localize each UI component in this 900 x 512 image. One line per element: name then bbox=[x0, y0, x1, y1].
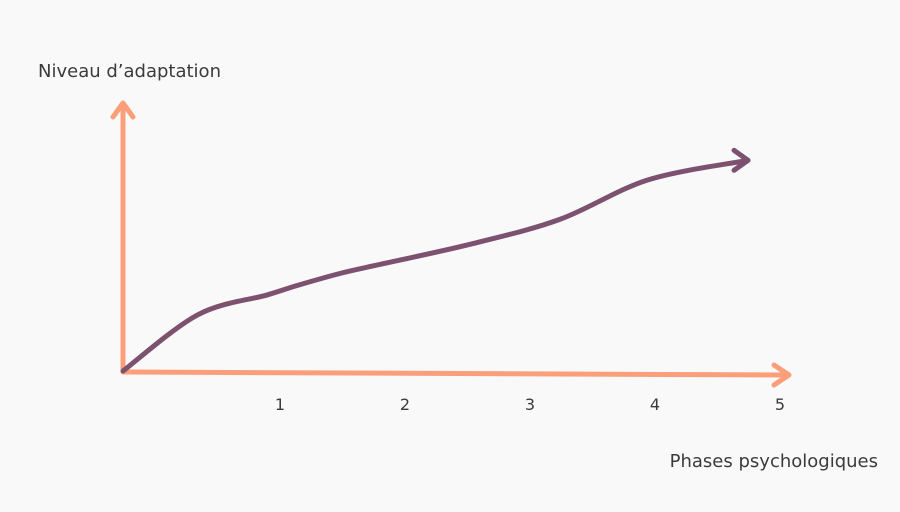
y-axis-arrowhead bbox=[110, 100, 136, 120]
x-tick-label: 3 bbox=[525, 395, 535, 414]
x-axis-arrowhead bbox=[771, 362, 792, 388]
adaptation-curve bbox=[120, 157, 751, 374]
x-tick-labels: 1 2 3 4 5 bbox=[275, 395, 785, 414]
x-axis-title: Phases psychologiques bbox=[670, 451, 878, 472]
x-tick-label: 2 bbox=[400, 395, 410, 414]
x-axis bbox=[120, 369, 789, 378]
curve-arrowhead bbox=[731, 147, 751, 173]
y-axis-title: Niveau d’adaptation bbox=[38, 61, 221, 82]
x-tick-label: 1 bbox=[275, 395, 285, 414]
x-tick-label: 4 bbox=[650, 395, 660, 414]
x-tick-label: 5 bbox=[775, 395, 785, 414]
